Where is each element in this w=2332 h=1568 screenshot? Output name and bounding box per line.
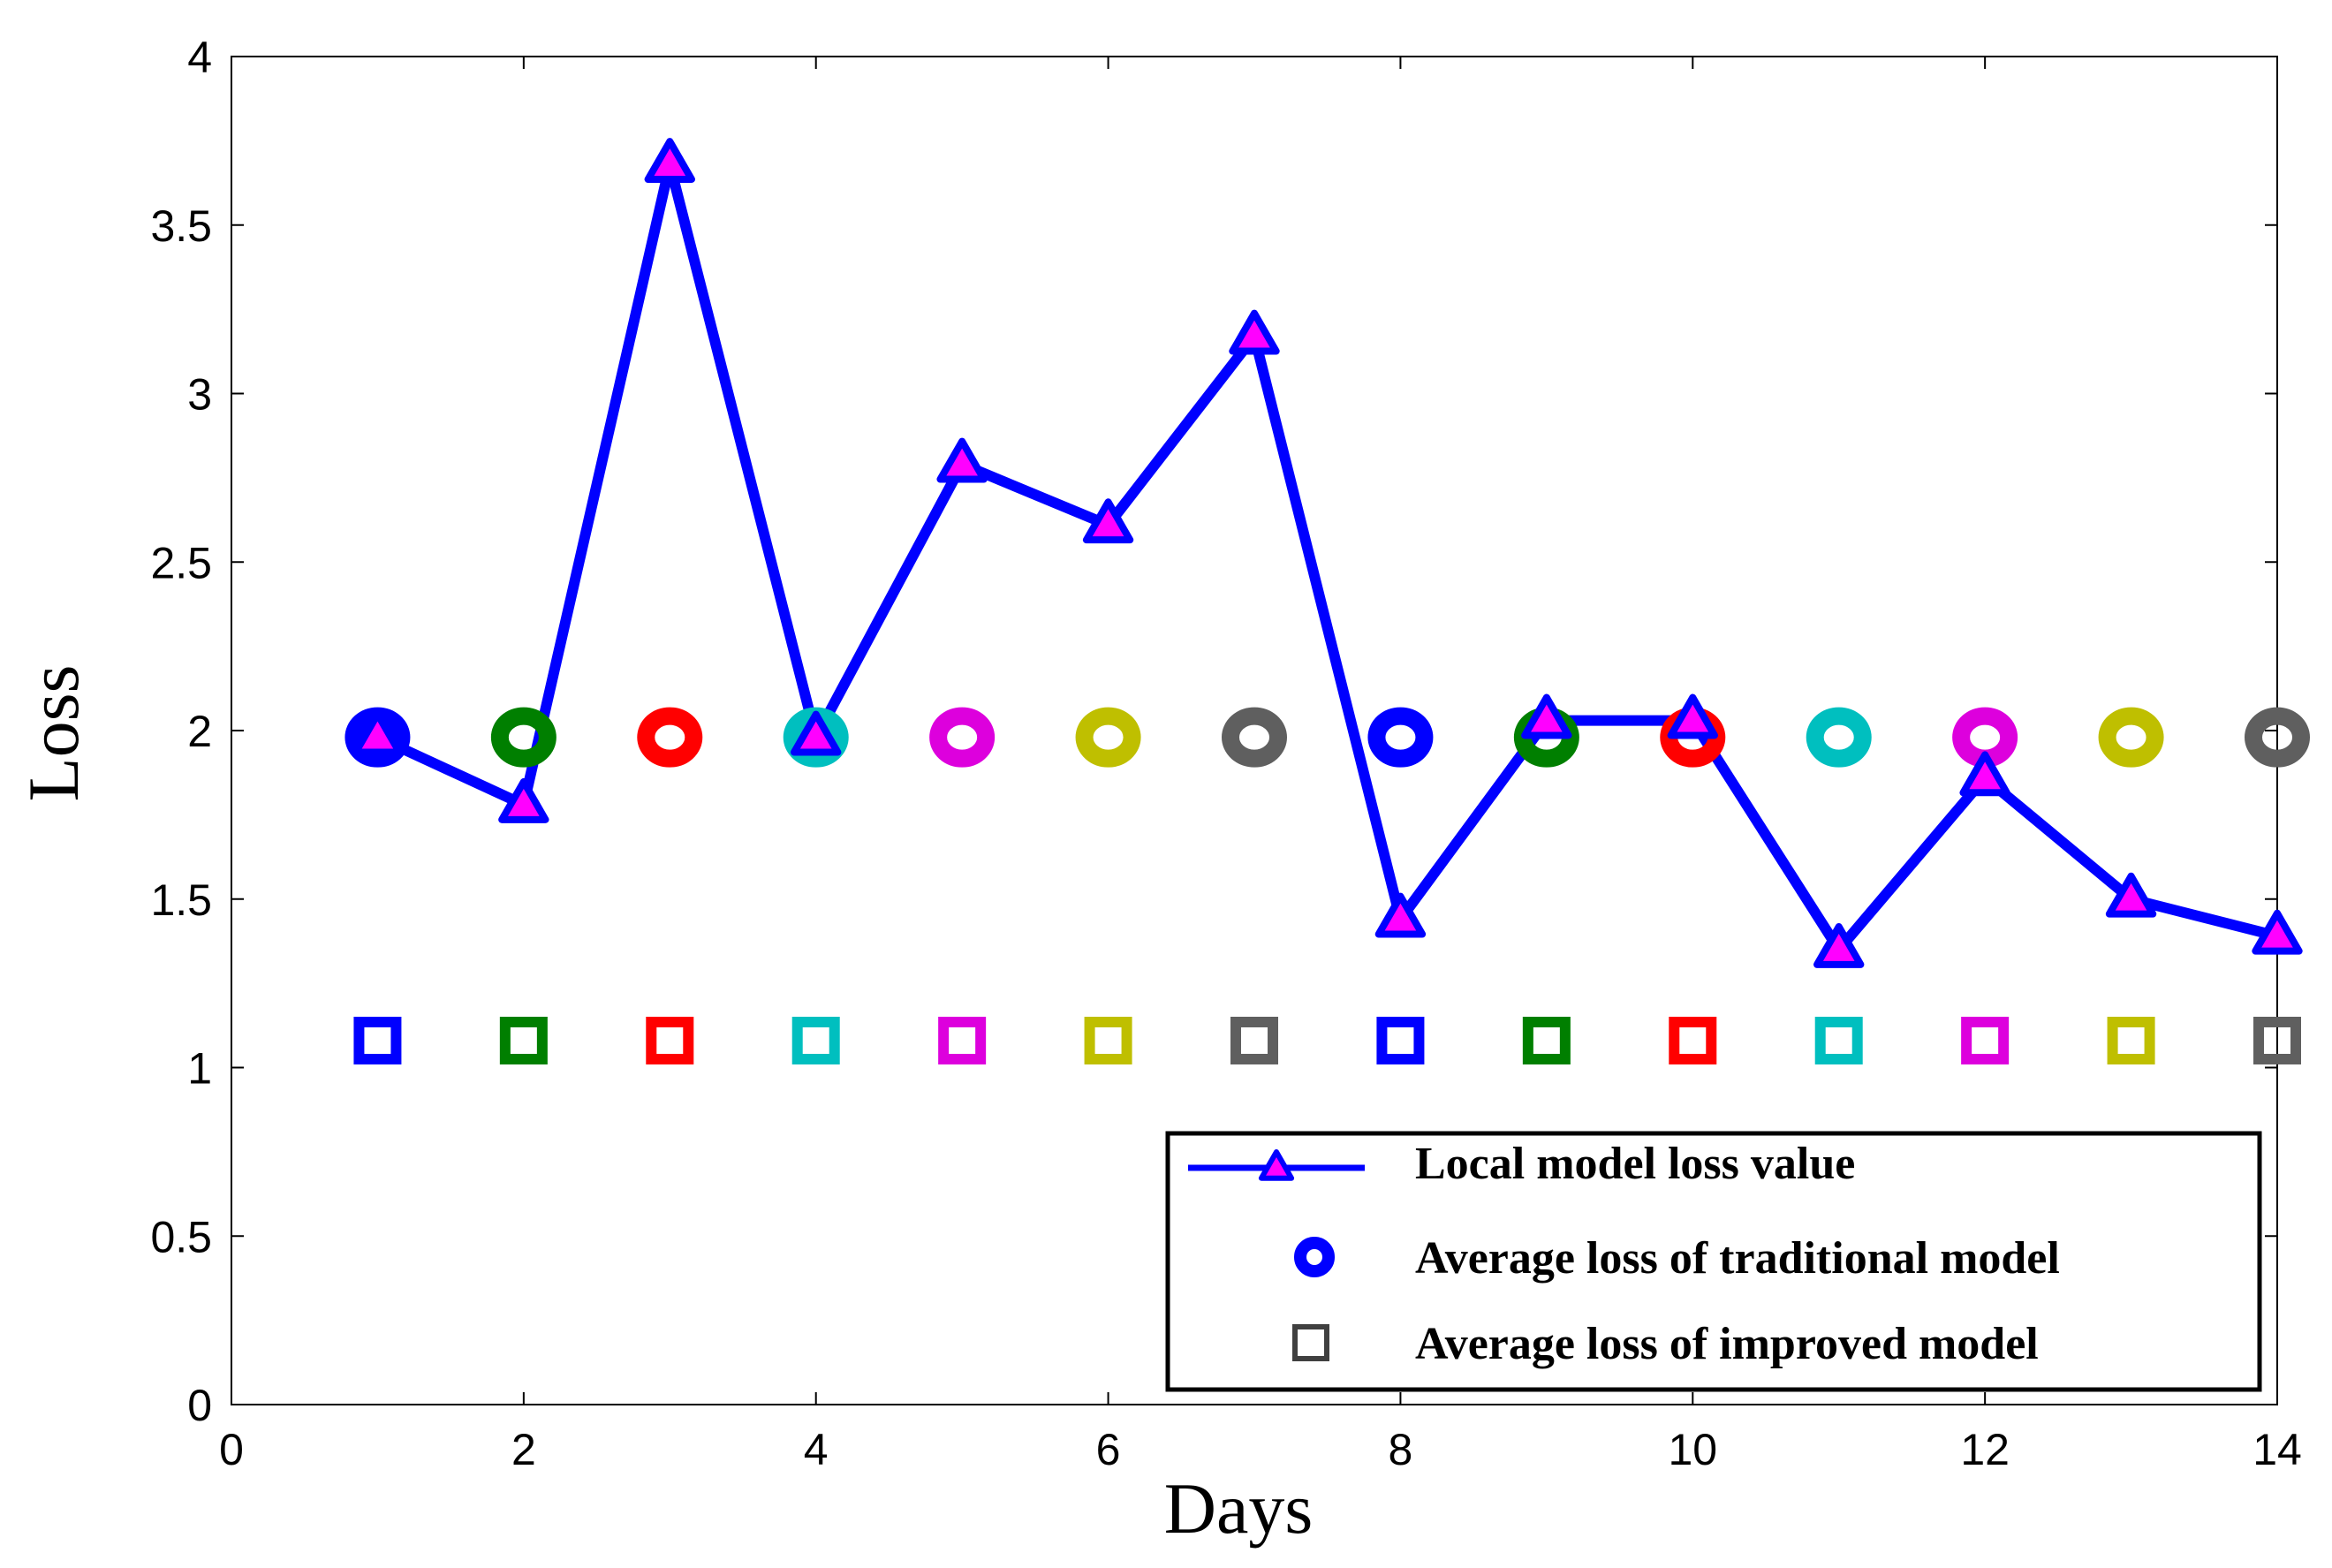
x-tick-label: 0 [219,1425,244,1474]
y-tick-label: 1 [187,1044,212,1094]
x-axis-title: Days [1164,1468,1314,1549]
x-tick-label: 10 [1668,1425,1717,1474]
improved-model-square-marker [1376,1016,1425,1064]
legend-line-sample [1188,1149,1365,1181]
traditional-model-circle-marker [1222,707,1287,768]
y-tick-label: 4 [187,33,212,82]
axis-ticks [231,56,2278,1405]
traditional-model-circle-marker [2098,707,2164,768]
local-model-triangle-marker [1813,922,1865,968]
local-model-triangle-marker [1959,751,2010,797]
improved-model-square-marker [646,1016,694,1064]
x-tick-label: 6 [1096,1425,1121,1474]
legend-label-improved: Average loss of improved model [1415,1319,2039,1369]
traditional-model-circle-marker [1075,707,1141,768]
local-model-triangle-marker [352,710,404,756]
local-model-triangle-marker [1667,693,1718,739]
traditional-model-circle-marker [929,707,996,768]
traditional-model-circle-marker [1806,707,1872,768]
legend-label-local: Local model loss value [1415,1139,1855,1189]
legend-box [1165,1131,2262,1392]
y-tick-label: 3 [187,370,212,420]
local-model-triangle-marker [791,710,842,756]
legend-triangle-marker [1258,1149,1295,1181]
series-lines [372,159,2283,955]
y-tick-label: 1.5 [150,875,212,925]
local-model-triangle-marker [2252,909,2303,955]
x-tick-label: 8 [1389,1425,1413,1474]
improved-model-square-marker [1084,1016,1132,1064]
improved-model-square-marker [938,1016,987,1064]
traditional-model-circle-marker [2245,707,2310,768]
x-tick-label: 14 [2252,1425,2302,1474]
improved-model-square-marker [791,1016,840,1064]
traditional-model-circle-marker [637,707,703,768]
axis-tick-labels: 0 2 4 6 8 10 12 14 0 0.5 1 1.5 2 2.5 3 3.5 4 [150,33,2301,1474]
local-model-triangle-marker [498,777,549,823]
local-model-triangle-marker [1082,498,1134,544]
x-tick-label: 2 [511,1425,536,1474]
x-tick-label: 12 [1960,1425,2010,1474]
local-model-triangle-marker [936,437,988,483]
y-tick-label: 0.5 [150,1212,212,1261]
y-tick-label: 2.5 [150,538,212,587]
x-tick-label: 4 [804,1425,829,1474]
legend: Local model loss value Average loss of t… [1165,1131,2262,1392]
improved-model-square-marker [1230,1016,1278,1064]
improved-model-square-marker [1814,1016,1863,1064]
improved-model-square-marker [1522,1016,1571,1064]
y-axis-title: Loss [13,665,94,802]
improved-model-square-marker [499,1016,548,1064]
y-tick-label: 3.5 [150,201,212,251]
local-model-triangle-marker [1229,309,1280,355]
legend-square-marker [1292,1324,1329,1361]
local-model-triangle-marker [2105,872,2157,918]
improved-model-square-marker [2253,1016,2301,1064]
improved-model-square-marker [1669,1016,1717,1064]
legend-circle-sample [1294,1237,1335,1277]
traditional-model-circle-marker [1367,707,1434,768]
y-tick-label: 2 [187,707,212,756]
improved-model-square-marker [1961,1016,2010,1064]
series-markers [344,138,2310,1064]
improved-model-square-marker [2107,1016,2155,1064]
improved-model-square-marker [353,1016,402,1064]
legend-square-sample [1292,1324,1329,1361]
y-tick-label: 0 [187,1381,212,1430]
legend-circle-marker [1294,1237,1335,1277]
legend-label-traditional: Average loss of traditional model [1415,1233,2060,1284]
local-model-triangle-marker [644,138,695,183]
traditional-model-circle-marker [490,707,556,768]
local-model-triangle-marker [1521,693,1572,739]
local-model-triangle-marker [1374,892,1427,938]
local-model-loss-line [372,159,2283,955]
